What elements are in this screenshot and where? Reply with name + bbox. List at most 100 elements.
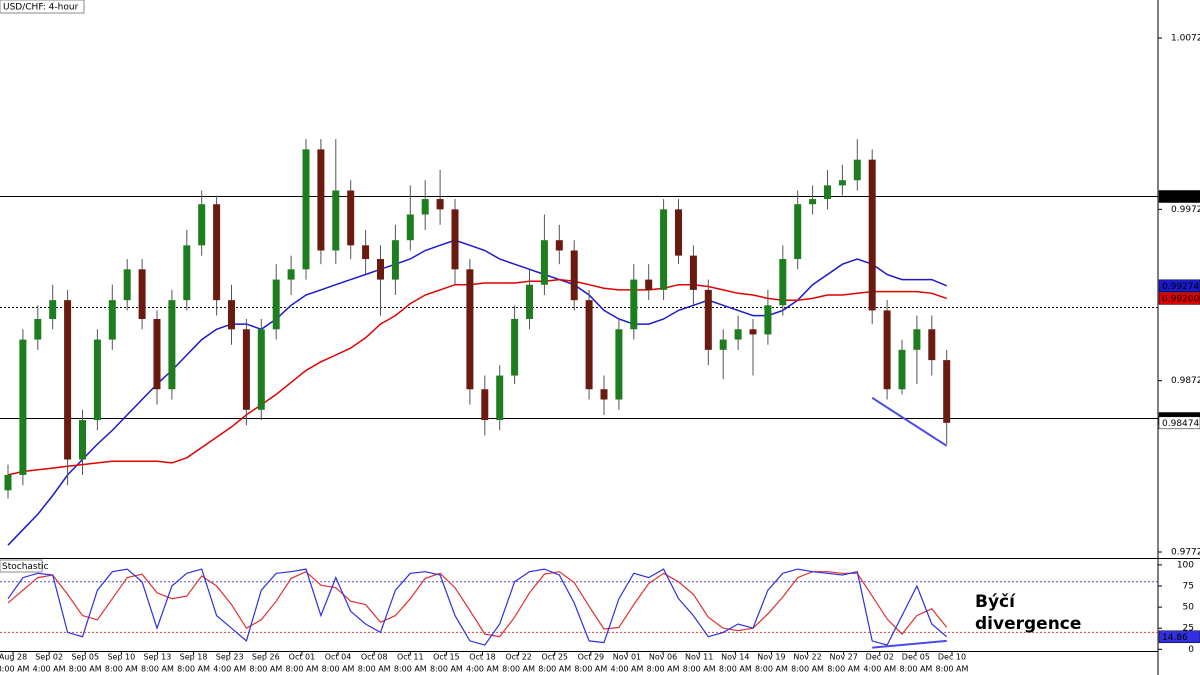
x-tick-label: 4:00 AM bbox=[611, 665, 644, 674]
candle-body bbox=[496, 375, 504, 421]
candle-body bbox=[317, 149, 325, 251]
x-tick-label: 8:00 AM bbox=[574, 665, 607, 674]
candle-body bbox=[794, 204, 802, 260]
candle-body bbox=[198, 204, 206, 246]
x-tick-label: 8:00 AM bbox=[647, 665, 680, 674]
candle-body bbox=[764, 305, 772, 335]
candle-body bbox=[49, 300, 57, 320]
candle-body bbox=[600, 389, 608, 400]
candle-body bbox=[4, 474, 12, 491]
x-tick-label: 8:00 AM bbox=[0, 665, 30, 674]
x-tick-label: Sep 26 bbox=[252, 653, 280, 662]
x-tick-label: Sep 02 bbox=[35, 653, 63, 662]
candle-body bbox=[123, 269, 131, 301]
candle-body bbox=[809, 199, 817, 205]
stochastic-panel bbox=[0, 568, 1158, 649]
candle-body bbox=[362, 245, 370, 260]
candle-body bbox=[734, 329, 742, 340]
moving-average bbox=[7, 278, 947, 476]
candle-body bbox=[302, 149, 310, 270]
candle-body bbox=[347, 190, 355, 246]
candle-body bbox=[853, 159, 861, 181]
x-tick-label: Nov 27 bbox=[829, 653, 857, 662]
candle-body bbox=[451, 209, 459, 270]
candle-body bbox=[332, 190, 340, 251]
x-tick-label: 8:00 AM bbox=[249, 665, 282, 674]
candle-body bbox=[660, 209, 668, 290]
y-tick-label: 50 bbox=[1183, 603, 1195, 613]
x-tick-label: Oct 22 bbox=[505, 653, 532, 662]
x-tick-label: Sep 23 bbox=[216, 653, 244, 662]
candle-body bbox=[883, 310, 891, 390]
y-tick-label: 0.99720 bbox=[1171, 205, 1200, 215]
x-tick-label: 4:00 AM bbox=[863, 665, 896, 674]
candle-body bbox=[675, 209, 682, 256]
candle-body bbox=[511, 319, 519, 376]
x-tick-label: 4:00 AM bbox=[213, 665, 246, 674]
x-tick-label: 8:00 AM bbox=[69, 665, 102, 674]
x-tick-label: Oct 01 bbox=[289, 653, 316, 662]
y-tick-label: 0 bbox=[1188, 645, 1194, 655]
x-tick-label: Sep 05 bbox=[71, 653, 99, 662]
candle-body bbox=[34, 319, 42, 340]
candle-body bbox=[108, 300, 116, 340]
annotation: divergence bbox=[975, 614, 1081, 634]
x-tick-label: 4:00 AM bbox=[466, 665, 499, 674]
trendline bbox=[872, 639, 947, 649]
candle-body bbox=[540, 240, 548, 285]
candle-body bbox=[526, 284, 533, 320]
ma-last-label: 0.99200 bbox=[1162, 294, 1199, 304]
candle-body bbox=[138, 269, 146, 320]
candle-body bbox=[481, 389, 489, 421]
x-tick-label: Sep 18 bbox=[180, 653, 208, 662]
x-tick-label: Nov 06 bbox=[649, 653, 677, 662]
candle-body bbox=[645, 279, 653, 290]
candle-body bbox=[287, 269, 295, 280]
x-tick-label: 8:00 AM bbox=[755, 665, 788, 674]
x-tick-label: Dec 10 bbox=[938, 653, 966, 662]
x-tick-label: Nov 14 bbox=[721, 653, 749, 662]
x-tick-label: 8:00 AM bbox=[683, 665, 716, 674]
candle-body bbox=[779, 259, 787, 306]
candle-body bbox=[257, 329, 265, 410]
x-tick-label: 4:00 AM bbox=[33, 665, 66, 674]
candle-body bbox=[153, 319, 161, 390]
x-tick-label: 8:00 AM bbox=[502, 665, 535, 674]
level-label: 0.99800 bbox=[1162, 193, 1199, 203]
stochastic-last-label-box bbox=[1158, 630, 1200, 644]
x-tick-label: 8:00 AM bbox=[936, 665, 969, 674]
candle-body bbox=[421, 199, 429, 215]
x-tick-label: 8:00 AM bbox=[358, 665, 391, 674]
x-tick-label: 8:00 AM bbox=[719, 665, 752, 674]
candle-body bbox=[689, 255, 697, 290]
x-tick-label: 8:00 AM bbox=[177, 665, 210, 674]
x-tick-label: Oct 15 bbox=[433, 653, 460, 662]
candle-body bbox=[898, 349, 906, 390]
x-tick-label: Nov 01 bbox=[613, 653, 641, 662]
x-tick-label: 8:00 AM bbox=[141, 665, 174, 674]
last-price-label: 0.98474 bbox=[1162, 419, 1199, 429]
x-tick-label: Dec 02 bbox=[866, 653, 894, 662]
candle-body bbox=[824, 185, 831, 200]
x-tick-label: 8:00 AM bbox=[827, 665, 860, 674]
title-box bbox=[0, 0, 85, 14]
x-tick-label: Oct 04 bbox=[325, 653, 352, 662]
candle-body bbox=[436, 199, 444, 210]
ma-last-label-box bbox=[1158, 279, 1200, 293]
candle-body bbox=[630, 279, 638, 330]
price-panel bbox=[0, 139, 1158, 546]
stochastic-last-label: 14.86 bbox=[1162, 633, 1188, 643]
chart-title: USD/CHF: 4-hour bbox=[3, 3, 79, 13]
candle-body bbox=[913, 329, 921, 350]
ma-last-label-box bbox=[1158, 292, 1200, 305]
stochastic-line bbox=[7, 568, 948, 646]
x-tick-label: Oct 18 bbox=[469, 653, 496, 662]
candle-body bbox=[838, 180, 846, 186]
stochastic-line bbox=[7, 570, 948, 638]
x-tick-label: 8:00 AM bbox=[538, 665, 571, 674]
